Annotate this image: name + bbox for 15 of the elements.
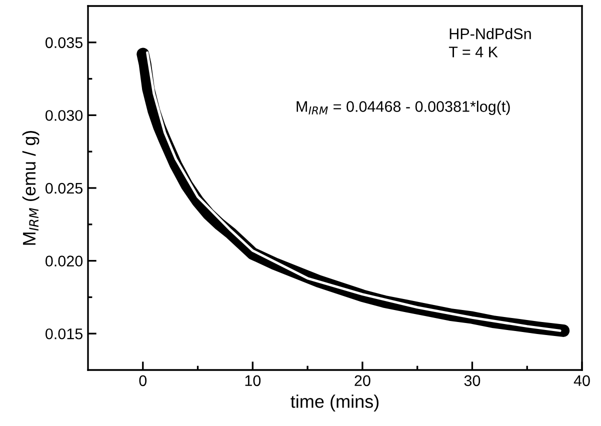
y-tick-label: 0.035: [46, 37, 82, 48]
y-tick-label: 0.025: [46, 182, 82, 194]
annotation: M$_{IRM}$ = 0.04468 - 0.00381*log(t): [296, 100, 510, 115]
x-axis-title: time (mins): [290, 394, 379, 412]
text: 0.030: [46, 110, 83, 121]
y-axis-title: M$_{IRM}$ (emu / g): [22, 130, 40, 245]
x-tick-label: 20: [354, 375, 370, 386]
y-tick-label: 0.015: [46, 328, 82, 340]
annotation: HP-NdPdSn: [450, 28, 531, 40]
x-tick-label: 40: [574, 375, 590, 386]
text: 0.020: [46, 256, 83, 266]
annotation: T = 4 K: [448, 46, 498, 58]
x-tick-label: 10: [245, 375, 261, 386]
x-tick-label: 30: [464, 375, 480, 386]
x-tick-label: 0: [139, 375, 147, 386]
